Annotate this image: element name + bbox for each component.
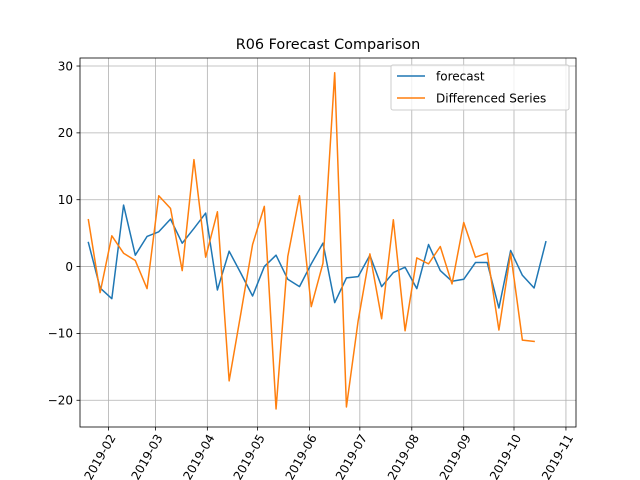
y-tick-label: 20 — [58, 126, 73, 140]
legend-label: forecast — [436, 70, 485, 84]
y-axis: 30 20 10 0 −10 −20 — [48, 59, 80, 408]
series-lines — [87, 71, 547, 410]
legend-label: Differenced Series — [436, 92, 546, 106]
series-line-differenced-series — [87, 71, 535, 410]
y-tick-label: −20 — [48, 394, 73, 408]
plot-area — [80, 58, 576, 427]
y-tick-label: 30 — [58, 59, 73, 73]
y-tick-label: 10 — [58, 193, 73, 207]
y-tick-label: 0 — [65, 260, 73, 274]
axes-frame — [79, 57, 577, 428]
chart-title: R06 Forecast Comparison — [236, 37, 421, 53]
series-line-forecast — [87, 204, 547, 309]
y-tick-label: −10 — [48, 327, 73, 341]
legend: forecast Differenced Series — [390, 64, 570, 111]
legend-box — [390, 64, 570, 111]
axes-spines — [79, 57, 577, 428]
